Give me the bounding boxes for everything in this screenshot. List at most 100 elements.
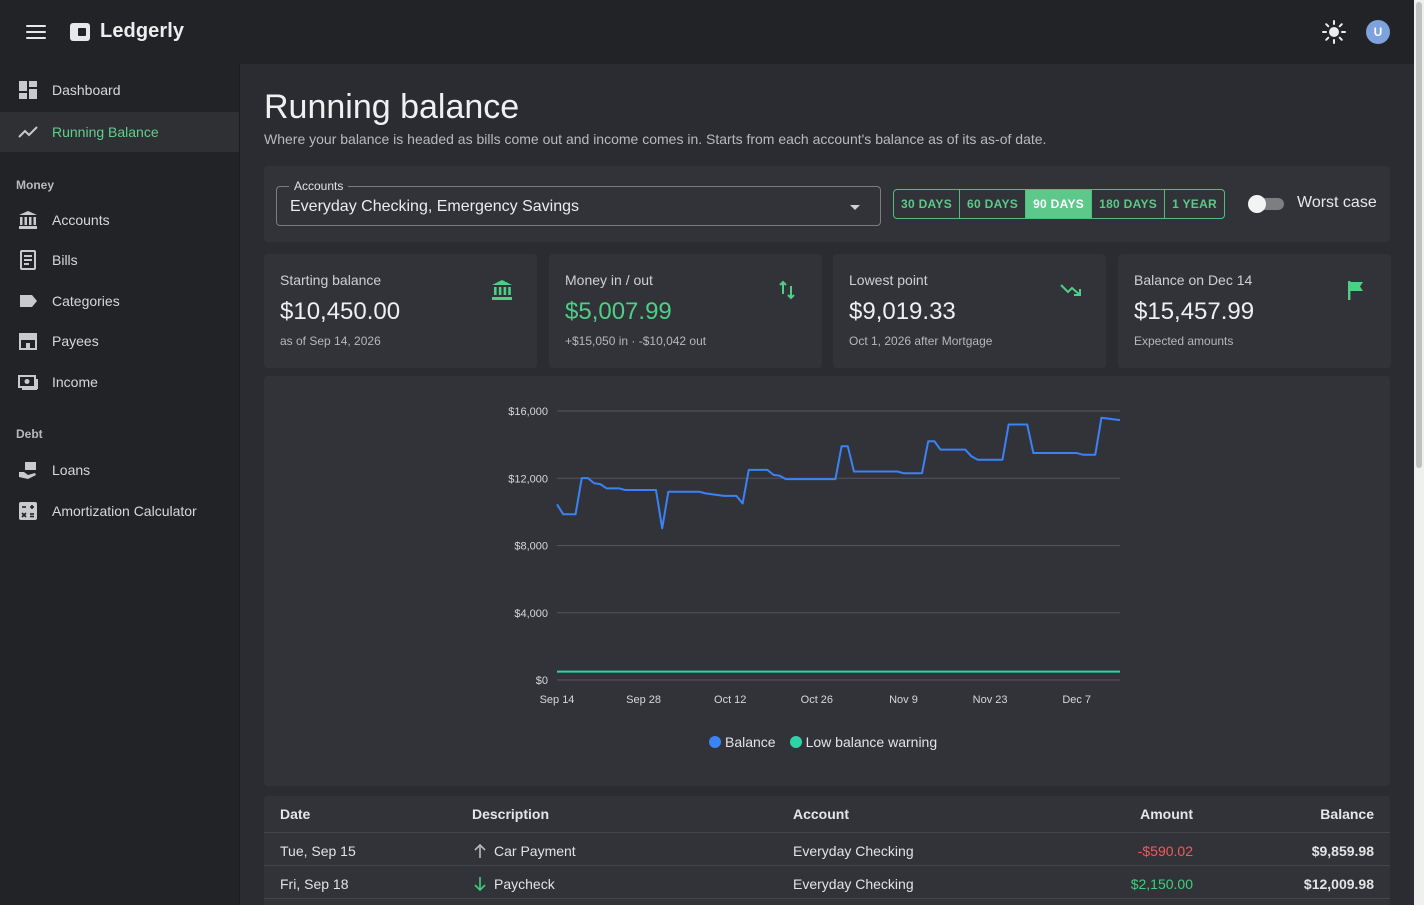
sidebar: Dashboard Running Balance Money Accounts… <box>0 64 240 905</box>
table-header: Date Description Account Amount Balance <box>264 796 1390 833</box>
sidebar-item-label: Payees <box>52 333 99 349</box>
range-180-days-button[interactable]: 180 DAYS <box>1092 190 1166 218</box>
stat-card-balance-end: Balance on Dec 14 $15,457.99 Expected am… <box>1118 254 1391 368</box>
stat-label: Balance on Dec 14 <box>1134 272 1253 288</box>
top-app-bar: Ledgerly U <box>0 0 1414 64</box>
row-description: Car Payment <box>472 843 576 859</box>
stat-value: $15,457.99 <box>1134 298 1255 325</box>
row-amount: -$590.02 <box>1137 843 1193 859</box>
sidebar-item-payees[interactable]: Payees <box>0 321 239 361</box>
trending-line-icon <box>18 122 38 142</box>
row-date: Tue, Sep 15 <box>280 843 356 859</box>
stat-note: +$15,050 in · -$10,042 out <box>565 334 707 348</box>
range-60-days-button[interactable]: 60 DAYS <box>960 190 1027 218</box>
row-description: Paycheck <box>472 876 555 892</box>
balance-chart: $16,000 $12,000 $8,000 $4,000 $0 Sep 14 Sep 28… <box>264 376 1390 786</box>
legend-item-balance[interactable]: Balance <box>709 734 776 750</box>
stat-card-money-in-out: Money in / out $5,007.99 +$15,050 in · -… <box>549 254 822 368</box>
x-tick-label: Oct 26 <box>801 694 833 706</box>
column-header-account[interactable]: Account <box>793 806 849 822</box>
sidebar-item-label: Income <box>52 374 98 390</box>
switch-knob <box>1248 195 1266 213</box>
nav-section-debt: Debt <box>16 427 43 441</box>
x-tick-label: Oct 12 <box>714 694 746 706</box>
menu-icon[interactable] <box>26 25 46 39</box>
receipt-icon <box>18 250 38 270</box>
arrow-down-icon <box>474 877 486 892</box>
y-tick-label: $8,000 <box>514 541 548 553</box>
row-account: Everyday Checking <box>793 843 914 859</box>
legend-swatch <box>709 736 721 748</box>
page-subtitle: Where your balance is headed as bills co… <box>264 131 1047 147</box>
stat-note: Expected amounts <box>1134 334 1234 348</box>
brand[interactable]: Ledgerly <box>70 20 184 43</box>
arrow-up-icon <box>474 843 486 858</box>
x-tick-label: Sep 14 <box>540 694 575 706</box>
sidebar-item-label: Accounts <box>52 212 110 228</box>
sidebar-item-label: Amortization Calculator <box>52 503 197 519</box>
range-30-days-button[interactable]: 30 DAYS <box>894 190 961 218</box>
accounts-select[interactable]: Accounts Everyday Checking, Emergency Sa… <box>276 179 881 226</box>
sidebar-item-label: Bills <box>52 252 78 268</box>
column-header-date[interactable]: Date <box>280 806 311 822</box>
stat-card-starting-balance: Starting balance $10,450.00 as of Sep 14… <box>264 254 537 368</box>
loan-hand-icon <box>18 460 38 480</box>
sidebar-item-label: Running Balance <box>52 124 159 140</box>
x-tick-label: Sep 28 <box>626 694 661 706</box>
row-account: Everyday Checking <box>793 876 914 892</box>
label-icon <box>18 291 38 311</box>
column-header-amount[interactable]: Amount <box>1140 806 1193 822</box>
balance-line[interactable] <box>556 416 1121 530</box>
dashboard-icon <box>18 80 38 100</box>
range-1-year-button[interactable]: 1 YEAR <box>1172 197 1218 211</box>
sidebar-item-accounts[interactable]: Accounts <box>0 200 239 240</box>
y-tick-label: $16,000 <box>508 406 548 418</box>
x-tick-label: Nov 23 <box>973 694 1008 706</box>
legend-swatch <box>789 736 802 748</box>
chevron-down-icon <box>850 205 860 210</box>
accounts-select-value: Everyday Checking, Emergency Savings <box>290 198 580 215</box>
scroll-thumb[interactable] <box>1416 2 1422 468</box>
row-balance: $12,009.98 <box>1303 876 1374 892</box>
sidebar-item-amortization-calculator[interactable]: Amortization Calculator <box>0 491 239 531</box>
store-icon <box>18 331 38 351</box>
filter-bar: Accounts Everyday Checking, Emergency Sa… <box>264 166 1390 242</box>
stat-value: $5,007.99 <box>565 298 672 325</box>
stat-value: $9,019.33 <box>849 298 956 325</box>
stat-note: Oct 1, 2026 after Mortgage <box>849 334 993 348</box>
sidebar-item-label: Loans <box>52 462 91 478</box>
wallet-icon <box>70 22 90 41</box>
stat-label: Money in / out <box>565 272 653 288</box>
sidebar-item-running-balance[interactable]: Running Balance <box>0 112 239 152</box>
worst-case-label[interactable]: Worst case <box>1297 194 1377 211</box>
column-header-balance[interactable]: Balance <box>1320 806 1374 822</box>
row-date: Fri, Sep 18 <box>280 876 349 892</box>
range-90-days-button[interactable]: 90 DAYS <box>1026 190 1093 218</box>
table-row[interactable]: Tue, Sep 15 Car Payment Everyday Checkin… <box>264 833 1390 866</box>
legend-item-low-balance-warning[interactable]: Low balance warning <box>789 734 937 750</box>
app-name: Ledgerly <box>100 20 185 42</box>
sidebar-item-categories[interactable]: Categories <box>0 281 239 321</box>
column-header-description[interactable]: Description <box>472 806 550 822</box>
table-row[interactable]: Fri, Sep 18 Paycheck Everyday Checking $… <box>264 866 1390 899</box>
y-tick-label: $4,000 <box>514 608 548 620</box>
line-chart: $16,000 $12,000 $8,000 $4,000 $0 Sep 14 Sep 28… <box>508 406 1121 706</box>
sidebar-item-label: Dashboard <box>52 82 121 98</box>
stat-label: Starting balance <box>280 272 382 288</box>
sidebar-item-loans[interactable]: Loans <box>0 450 239 490</box>
y-tick-label: $0 <box>536 675 548 687</box>
row-balance: $9,859.98 <box>1311 843 1374 859</box>
page-scrollbar[interactable] <box>1414 0 1424 905</box>
worst-case-switch[interactable] <box>1248 195 1284 213</box>
x-tick-label: Dec 7 <box>1062 694 1091 706</box>
sidebar-item-income[interactable]: Income <box>0 362 239 402</box>
trending-down-icon <box>1060 284 1081 296</box>
sun-icon[interactable] <box>1322 20 1346 44</box>
bank-icon <box>492 280 512 300</box>
stat-value: $10,450.00 <box>280 298 401 325</box>
row-amount: $2,150.00 <box>1130 876 1193 892</box>
avatar[interactable]: U <box>1366 20 1390 44</box>
sidebar-item-dashboard[interactable]: Dashboard <box>0 70 239 110</box>
sidebar-item-bills[interactable]: Bills <box>0 240 239 280</box>
transactions-table: Date Description Account Amount Balance … <box>264 796 1390 905</box>
